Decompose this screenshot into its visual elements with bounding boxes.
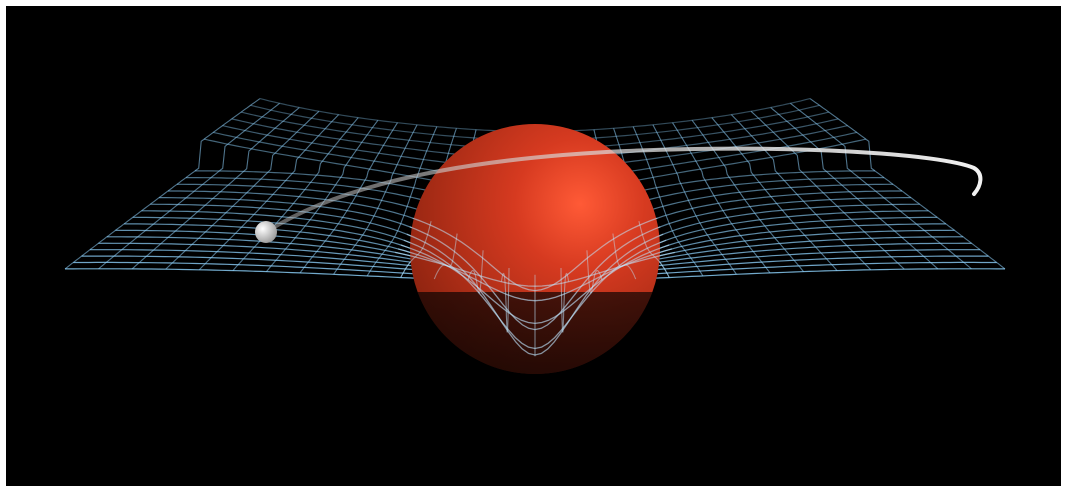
grid-line: [299, 122, 398, 274]
grid-line: [632, 126, 704, 277]
grid-line: [131, 107, 300, 270]
grid-line: [409, 226, 661, 331]
grid-line: [560, 267, 570, 333]
grid-line: [400, 220, 432, 278]
grid-line: [433, 233, 458, 280]
grid-line: [652, 124, 737, 275]
grid-line: [406, 233, 664, 356]
massive-sphere-submerged: [417, 292, 653, 374]
grid-line: [64, 98, 261, 270]
grid-line: [500, 267, 510, 333]
grid-line: [165, 110, 320, 270]
grid-line: [232, 117, 359, 271]
grid-line: [403, 239, 667, 350]
grid-line: [366, 126, 438, 277]
grid-line: [809, 98, 1006, 270]
illustration-frame: [6, 6, 1061, 486]
grid-line: [586, 250, 603, 294]
grid-line: [395, 251, 675, 287]
spacetime-curvature-illustration: [64, 98, 1006, 374]
gravity-well-grid: [395, 217, 675, 357]
grid-line: [198, 114, 339, 271]
grid-line: [467, 250, 484, 294]
grid-line: [638, 220, 670, 278]
grid-line: [750, 110, 905, 270]
grid-line: [98, 102, 280, 270]
orbiting-planet: [255, 221, 277, 243]
grid-line: [612, 233, 637, 280]
grid-line: [770, 107, 939, 270]
grid-line: [731, 114, 872, 271]
grid-line: [790, 102, 972, 270]
grid-line: [412, 217, 658, 292]
orbit-trail: [266, 146, 983, 233]
grid-line: [711, 117, 838, 271]
grid-line: [333, 124, 418, 275]
